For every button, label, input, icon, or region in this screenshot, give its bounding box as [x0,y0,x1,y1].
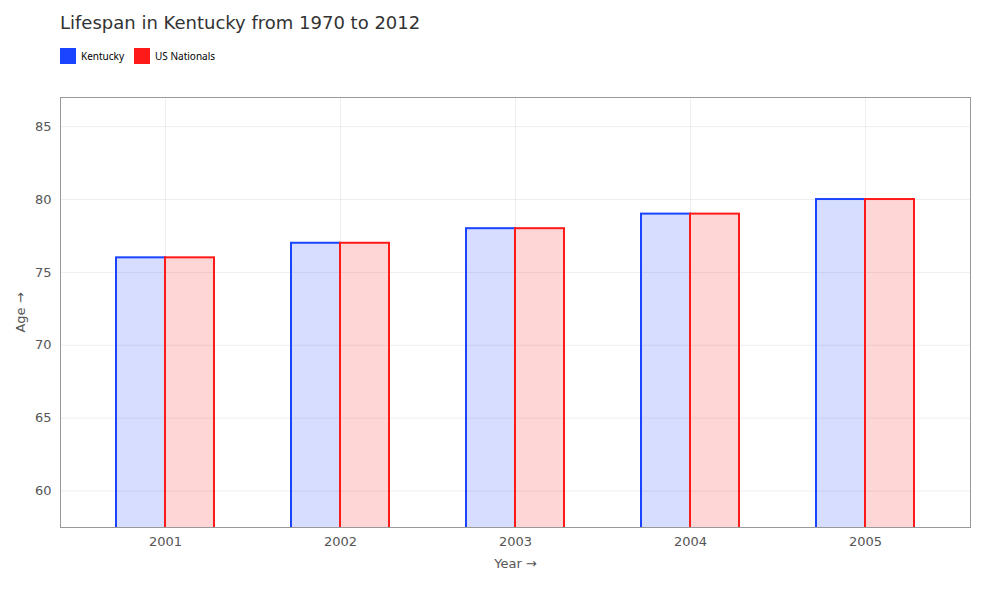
svg-text:60: 60 [35,483,52,498]
svg-text:2003: 2003 [499,534,532,549]
svg-text:75: 75 [35,265,52,280]
html-text:Lifespan in Kentucky from 1970: Lifespan in Kentucky from 1970 to 2012 [60,12,421,33]
svg-text:2004: 2004 [674,534,707,549]
svg-text:Age →: Age → [13,292,28,332]
svg-text:Year →: Year → [493,556,537,571]
svg-text:2002: 2002 [324,534,357,549]
svg-text:2001: 2001 [149,534,182,549]
svg-text:70: 70 [35,337,52,352]
svg-text:85: 85 [35,119,52,134]
svg-text:65: 65 [35,410,52,425]
html-text:US Nationals: US Nationals [155,48,216,63]
svg-text:2005: 2005 [849,534,882,549]
html-text:Kentucky: Kentucky [81,48,124,63]
svg-text:80: 80 [35,192,52,207]
